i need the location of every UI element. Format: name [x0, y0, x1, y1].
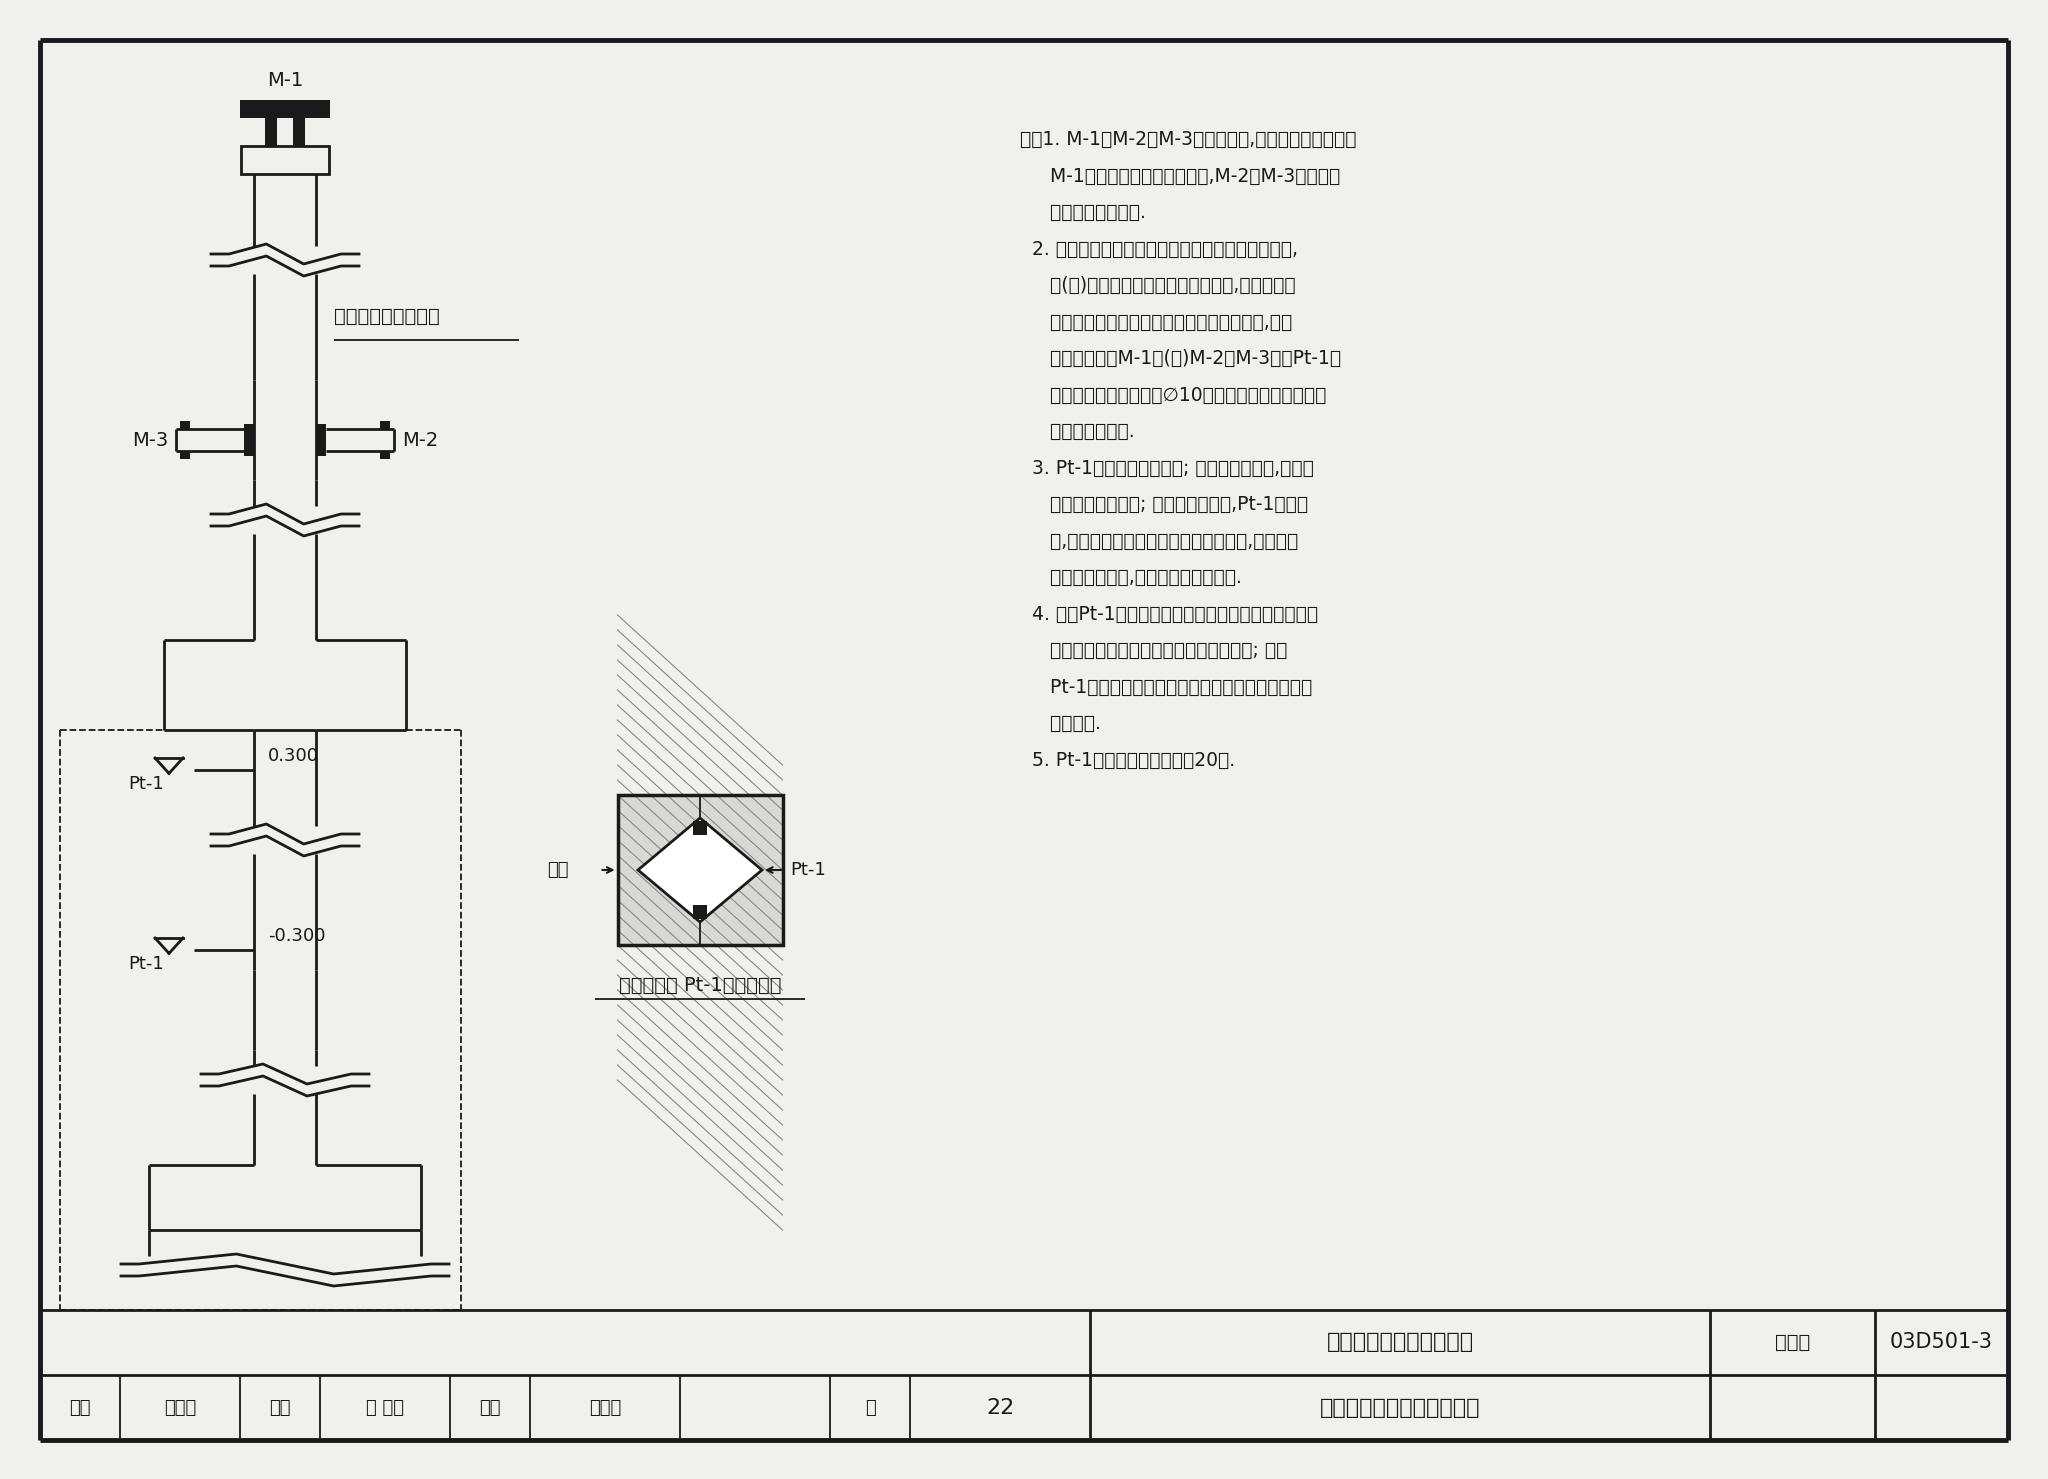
Bar — [692, 821, 707, 836]
Text: 本身的钢筋将各柱子基础钢筋网连成整体时,要将: 本身的钢筋将各柱子基础钢筋网连成整体时,要将 — [1020, 312, 1292, 331]
Text: 22: 22 — [985, 1398, 1014, 1417]
Text: 0.300: 0.300 — [268, 747, 319, 765]
Bar — [381, 422, 389, 429]
Bar — [240, 101, 330, 118]
Text: 校对: 校对 — [268, 1399, 291, 1417]
Text: 页: 页 — [864, 1399, 874, 1417]
Bar — [315, 424, 326, 456]
Text: 社劝佑: 社劝佑 — [164, 1399, 197, 1417]
Text: 注：1. M-1、M-2、M-3为本图编号,非结构图中的编号；: 注：1. M-1、M-2、M-3为本图编号,非结构图中的编号； — [1020, 130, 1356, 149]
Text: 管道之用.: 管道之用. — [1020, 714, 1102, 734]
Bar — [180, 422, 190, 429]
Bar — [264, 118, 276, 146]
Text: 制钢筋混凝土柱预埋件连接: 制钢筋混凝土柱预埋件连接 — [1319, 1398, 1481, 1417]
Text: 柱子: 柱子 — [547, 861, 569, 879]
Text: M-3: M-3 — [131, 430, 168, 450]
Text: 处于地面下霉作等电位连接的管道连接用; 地上: 处于地面下霉作等电位连接的管道连接用; 地上 — [1020, 640, 1288, 660]
Text: M-2: M-2 — [401, 430, 438, 450]
Text: Pt-1: Pt-1 — [791, 861, 825, 879]
Text: 腿都要焊到主筋上; 对靠外墙的柱子,Pt-1位于内: 腿都要焊到主筋上; 对靠外墙的柱子,Pt-1位于内 — [1020, 495, 1309, 515]
Bar — [293, 118, 305, 146]
Text: Pt-1: Pt-1 — [129, 955, 164, 973]
Text: 车架用的预埋构件.: 车架用的预埋构件. — [1020, 203, 1147, 222]
Text: 审核: 审核 — [70, 1399, 90, 1417]
Bar — [618, 796, 782, 945]
Text: Pt-1: Pt-1 — [129, 775, 164, 793]
Text: 侧,对中间柱子则根据具体设计要求确定,如无要求: 侧,对中间柱子则根据具体设计要求确定,如无要求 — [1020, 531, 1298, 550]
Text: 设计: 设计 — [479, 1399, 502, 1417]
Text: -0.300: -0.300 — [268, 927, 326, 945]
Text: M-1: M-1 — [266, 71, 303, 90]
Bar — [244, 424, 254, 456]
Polygon shape — [639, 818, 762, 921]
Text: 2. 当采用通过屋架的钢筋或钢屋架以及屋面钢筋网,: 2. 当采用通过屋架的钢筋或钢屋架以及屋面钢筋网, — [1020, 240, 1298, 259]
Text: Pt-1连接板供测量及连接霉接地和等电位的设备、: Pt-1连接板供测量及连接霉接地和等电位的设备、 — [1020, 677, 1313, 697]
Text: 预制的钢筋混凝土柱: 预制的钢筋混凝土柱 — [334, 308, 440, 325]
Text: 埋连接板直接（或通过∅10钢筋或圆钢）焊接到其附: 埋连接板直接（或通过∅10钢筋或圆钢）焊接到其附 — [1020, 386, 1327, 404]
Text: 03D501-3: 03D501-3 — [1890, 1333, 1993, 1352]
Bar — [692, 905, 707, 918]
Text: 4. 地下Pt-1连接板供与基础内钢筋网以及引入车间、: 4. 地下Pt-1连接板供与基础内钢筋网以及引入车间、 — [1020, 605, 1319, 624]
Bar — [242, 146, 330, 175]
Bar — [618, 796, 782, 945]
Text: 和(或)通过吊车梁的钢筋或钢吊车梁,再通过柱子: 和(或)通过吊车梁的钢筋或钢吊车梁,再通过柱子 — [1020, 277, 1296, 294]
Text: 近的柱内钢筋上.: 近的柱内钢筋上. — [1020, 422, 1135, 441]
Text: 霍 左礼: 霍 左礼 — [367, 1399, 403, 1417]
Text: M-1为安装屋架用的预埋构件,M-2、M-3为安装吊: M-1为安装屋架用的预埋构件,M-2、M-3为安装吊 — [1020, 167, 1339, 185]
Text: 单层厂房等高跨连接处预: 单层厂房等高跨连接处预 — [1327, 1333, 1475, 1352]
Text: 结构上原有的M-1和(或)M-2、M-3以及Pt-1预: 结构上原有的M-1和(或)M-2、M-3以及Pt-1预 — [1020, 349, 1341, 368]
Text: 房角柱子上 Pt-1预埋件位置: 房角柱子上 Pt-1预埋件位置 — [618, 976, 780, 994]
Text: 则宜位于同一侧,房角处的位置见左图.: 则宜位于同一侧,房角处的位置见左图. — [1020, 568, 1241, 587]
Text: 5. Pt-1预埋连接板的详图见20页.: 5. Pt-1预埋连接板的详图见20页. — [1020, 750, 1235, 769]
Text: 徐维象: 徐维象 — [590, 1399, 621, 1417]
Text: 3. Pt-1的位置设于柱角处; 采用扁钢方案时,两个支: 3. Pt-1的位置设于柱角处; 采用扁钢方案时,两个支 — [1020, 458, 1315, 478]
Text: 图集号: 图集号 — [1776, 1333, 1810, 1352]
Bar — [180, 451, 190, 458]
Bar — [381, 451, 389, 458]
